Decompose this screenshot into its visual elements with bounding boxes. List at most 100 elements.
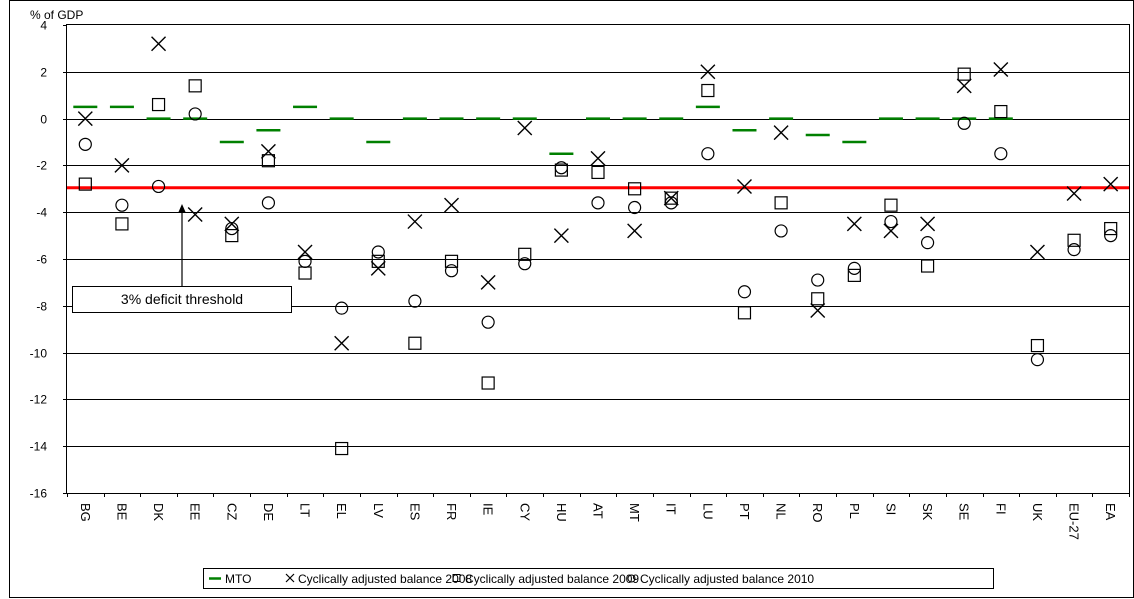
- balance-2008-point: [517, 120, 533, 136]
- x-tick-label: HU: [554, 503, 569, 522]
- x-tick-label: LT: [298, 503, 313, 517]
- series-dash: [73, 105, 1013, 155]
- x-tick-label: IT: [664, 503, 679, 515]
- legend-entry: Cyclically adjusted balance 2009: [452, 572, 639, 586]
- y-tick-label: -12: [30, 393, 48, 407]
- balance-2008-point: [77, 111, 93, 127]
- balance-2009-point: [847, 268, 861, 282]
- legend-swatch: [285, 573, 295, 583]
- annotation-text: 3% deficit threshold: [121, 291, 243, 307]
- balance-2008-point: [334, 335, 350, 351]
- balance-2009-point: [701, 83, 715, 98]
- x-tick-label: IE: [481, 503, 496, 516]
- balance-2008-point: [151, 36, 167, 52]
- balance-2008-point: [260, 143, 276, 159]
- balance-2010-point: [78, 137, 92, 151]
- threshold-annotation: 3% deficit threshold: [72, 204, 292, 313]
- balance-2008-point: [444, 197, 460, 213]
- y-axis: 4 2 0 -2 -4 -6 -8 -10 -12 -14 -16: [30, 19, 67, 501]
- balance-2008-point: [883, 223, 899, 239]
- balance-2008-point: [956, 78, 972, 94]
- y-unit-label: % of GDP: [30, 8, 83, 22]
- balance-2009-point: [78, 177, 92, 191]
- legend-swatch: [452, 574, 461, 582]
- x-tick-label: ES: [407, 503, 422, 521]
- grid-lines: [67, 72, 1129, 447]
- balance-2010-point: [554, 161, 568, 175]
- y-tick-label: 0: [40, 113, 47, 127]
- x-tick-label: FR: [444, 503, 459, 520]
- legend-entry: MTO: [209, 572, 251, 586]
- balance-2010-point: [115, 198, 129, 212]
- x-tick-label: EA: [1103, 503, 1118, 521]
- balance-2008-point: [1066, 185, 1082, 201]
- balance-2010-point: [920, 236, 935, 250]
- x-tick-label: LV: [371, 503, 386, 518]
- balance-2008-point: [187, 207, 203, 223]
- balance-2009-point: [994, 104, 1008, 119]
- x-tick-label: UK: [1030, 503, 1045, 521]
- balance-2010-point: [408, 294, 422, 308]
- balance-2008-point: [627, 223, 643, 239]
- balance-2008-point: [553, 228, 569, 244]
- balance-2010-point: [1030, 353, 1045, 367]
- balance-2009-point: [1104, 221, 1118, 236]
- legend-swatch: [627, 574, 636, 583]
- balance-2010-point: [847, 261, 861, 275]
- legend-label: MTO: [225, 572, 251, 586]
- balance-2008-point: [297, 244, 313, 260]
- balance-2008-point: [700, 64, 716, 80]
- x-tick-label: BE: [114, 503, 129, 521]
- balance-2008-point: [480, 274, 496, 290]
- series-circle: [78, 107, 1118, 367]
- balance-2010-point: [591, 196, 605, 210]
- legend: MTO Cyclically adjusted balance 2008Cycli…: [203, 568, 994, 589]
- x-tick-label: NL: [774, 503, 789, 520]
- y-tick-label: 2: [40, 66, 47, 80]
- x-tick-label: FI: [993, 503, 1008, 515]
- balance-2010-point: [811, 273, 825, 287]
- balance-2008-point: [993, 61, 1009, 77]
- balance-2008-point: [1029, 244, 1045, 260]
- x-tick-label: DK: [151, 503, 166, 521]
- balance-2010-point: [884, 214, 898, 229]
- y-tick-label: -10: [30, 347, 48, 361]
- balance-2009-point: [957, 67, 971, 81]
- balance-2009-point: [518, 247, 532, 261]
- legend-box: [203, 568, 994, 589]
- balance-2008-point: [224, 216, 240, 232]
- x-tick-label: EE: [188, 503, 203, 521]
- x-tick-label: PL: [847, 503, 862, 519]
- legend-label: Cyclically adjusted balance 2008: [298, 572, 472, 586]
- y-tick-label: -4: [36, 206, 47, 220]
- balance-2010-point: [518, 257, 532, 271]
- legend-entry: Cyclically adjusted balance 2010: [627, 572, 814, 586]
- y-tick-label: 4: [40, 19, 47, 33]
- balance-2008-point: [370, 260, 386, 276]
- balance-2009-point: [188, 79, 202, 93]
- balance-2010-point: [444, 264, 459, 278]
- annotation-arrow-head: [178, 204, 186, 212]
- balance-2010-point: [188, 107, 202, 121]
- balance-2010-point: [298, 254, 312, 268]
- balance-2010-point: [335, 301, 349, 315]
- series-x: [77, 36, 1119, 351]
- x-tick-label: EU-27: [1067, 503, 1082, 540]
- balance-2009-point: [884, 198, 898, 212]
- balance-2009-point: [737, 306, 752, 320]
- balance-2010-point: [994, 147, 1008, 161]
- legend-label: Cyclically adjusted balance 2009: [465, 572, 639, 586]
- balance-2010-point: [1104, 229, 1118, 243]
- y-tick-label: -8: [36, 300, 47, 314]
- x-tick-label: RO: [810, 503, 825, 523]
- balance-2009-point: [920, 259, 935, 273]
- x-tick-label: SE: [957, 503, 972, 521]
- x-tick-label: MT: [627, 503, 642, 522]
- balance-2010-point: [628, 200, 642, 215]
- x-tick-label: PT: [737, 503, 752, 520]
- balance-2010-point: [1067, 243, 1081, 257]
- y-tick-label: -6: [36, 253, 47, 267]
- balance-2009-point: [371, 254, 385, 268]
- balance-2008-point: [590, 150, 606, 166]
- balance-2008-point: [846, 216, 862, 232]
